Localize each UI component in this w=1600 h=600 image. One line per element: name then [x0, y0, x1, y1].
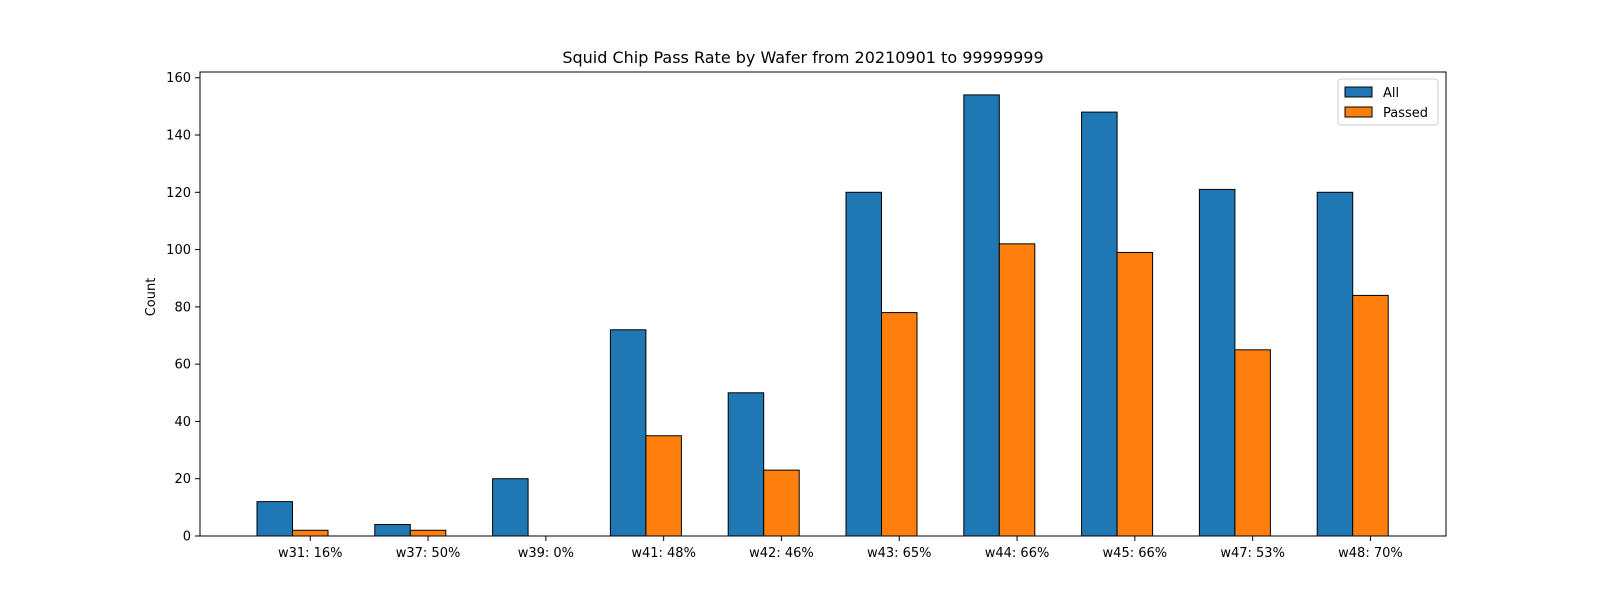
bar-passed-9	[1352, 294, 1389, 537]
chart-title: Squid Chip Pass Rate by Wafer from 20210…	[562, 48, 1043, 67]
legend: All Passed	[1337, 78, 1439, 126]
x-tick-label: w47: 53%	[1220, 546, 1285, 561]
legend-swatch-passed	[1344, 106, 1373, 118]
bar-all-6	[963, 94, 1000, 537]
bar-passed-0	[292, 529, 329, 537]
y-tick-label: 160	[166, 71, 191, 86]
bar-passed-3	[645, 435, 682, 537]
y-tick-label: 40	[174, 415, 191, 430]
bar-all-5	[845, 191, 882, 537]
plot-frame	[199, 71, 1447, 537]
x-tick-label: w48: 70%	[1338, 546, 1403, 561]
bar-passed-5	[881, 312, 918, 537]
bar-all-7	[1081, 111, 1118, 537]
y-tick-label: 20	[174, 472, 191, 487]
x-tick-label: w31: 16%	[278, 546, 343, 561]
y-ticks-layer: 0 20 40 60 80 100 120 140 160	[166, 71, 200, 545]
bar-all-0	[256, 501, 293, 537]
x-tick-label: w39: 0%	[518, 546, 574, 561]
bar-all-4	[727, 392, 765, 537]
y-axis-label: Count	[144, 278, 159, 317]
legend-label-all: All	[1383, 86, 1399, 101]
y-tick-label: 80	[174, 300, 191, 315]
y-tick-label: 120	[166, 186, 191, 201]
x-ticks-layer: w31: 16% w37: 50% w39: 0% w41: 48% w42: 46% w…	[278, 536, 1403, 561]
bar-all-1	[374, 524, 411, 537]
x-tick-label: w45: 66%	[1103, 546, 1168, 561]
x-tick-label: w37: 50%	[396, 546, 461, 561]
x-tick-label: w41: 48%	[631, 546, 696, 561]
bar-all-8	[1198, 188, 1236, 537]
x-tick-label: w44: 66%	[985, 546, 1050, 561]
bar-passed-8	[1234, 349, 1271, 537]
bar-passed-1	[409, 529, 447, 537]
bar-passed-7	[1116, 251, 1154, 537]
legend-swatch-all	[1344, 86, 1373, 98]
bar-passed-6	[998, 243, 1036, 537]
bar-all-3	[609, 329, 647, 537]
bar-all-9	[1316, 191, 1354, 537]
x-tick-label: w42: 46%	[749, 546, 814, 561]
bar-all-2	[492, 478, 529, 537]
y-tick-label: 0	[183, 530, 191, 545]
legend-label-passed: Passed	[1383, 106, 1428, 121]
bar-passed-4	[763, 469, 800, 537]
y-tick-label: 140	[166, 129, 191, 144]
y-tick-label: 100	[166, 243, 191, 258]
x-tick-label: w43: 65%	[867, 546, 932, 561]
y-tick-label: 60	[174, 358, 191, 373]
bars-layer	[256, 94, 1389, 537]
